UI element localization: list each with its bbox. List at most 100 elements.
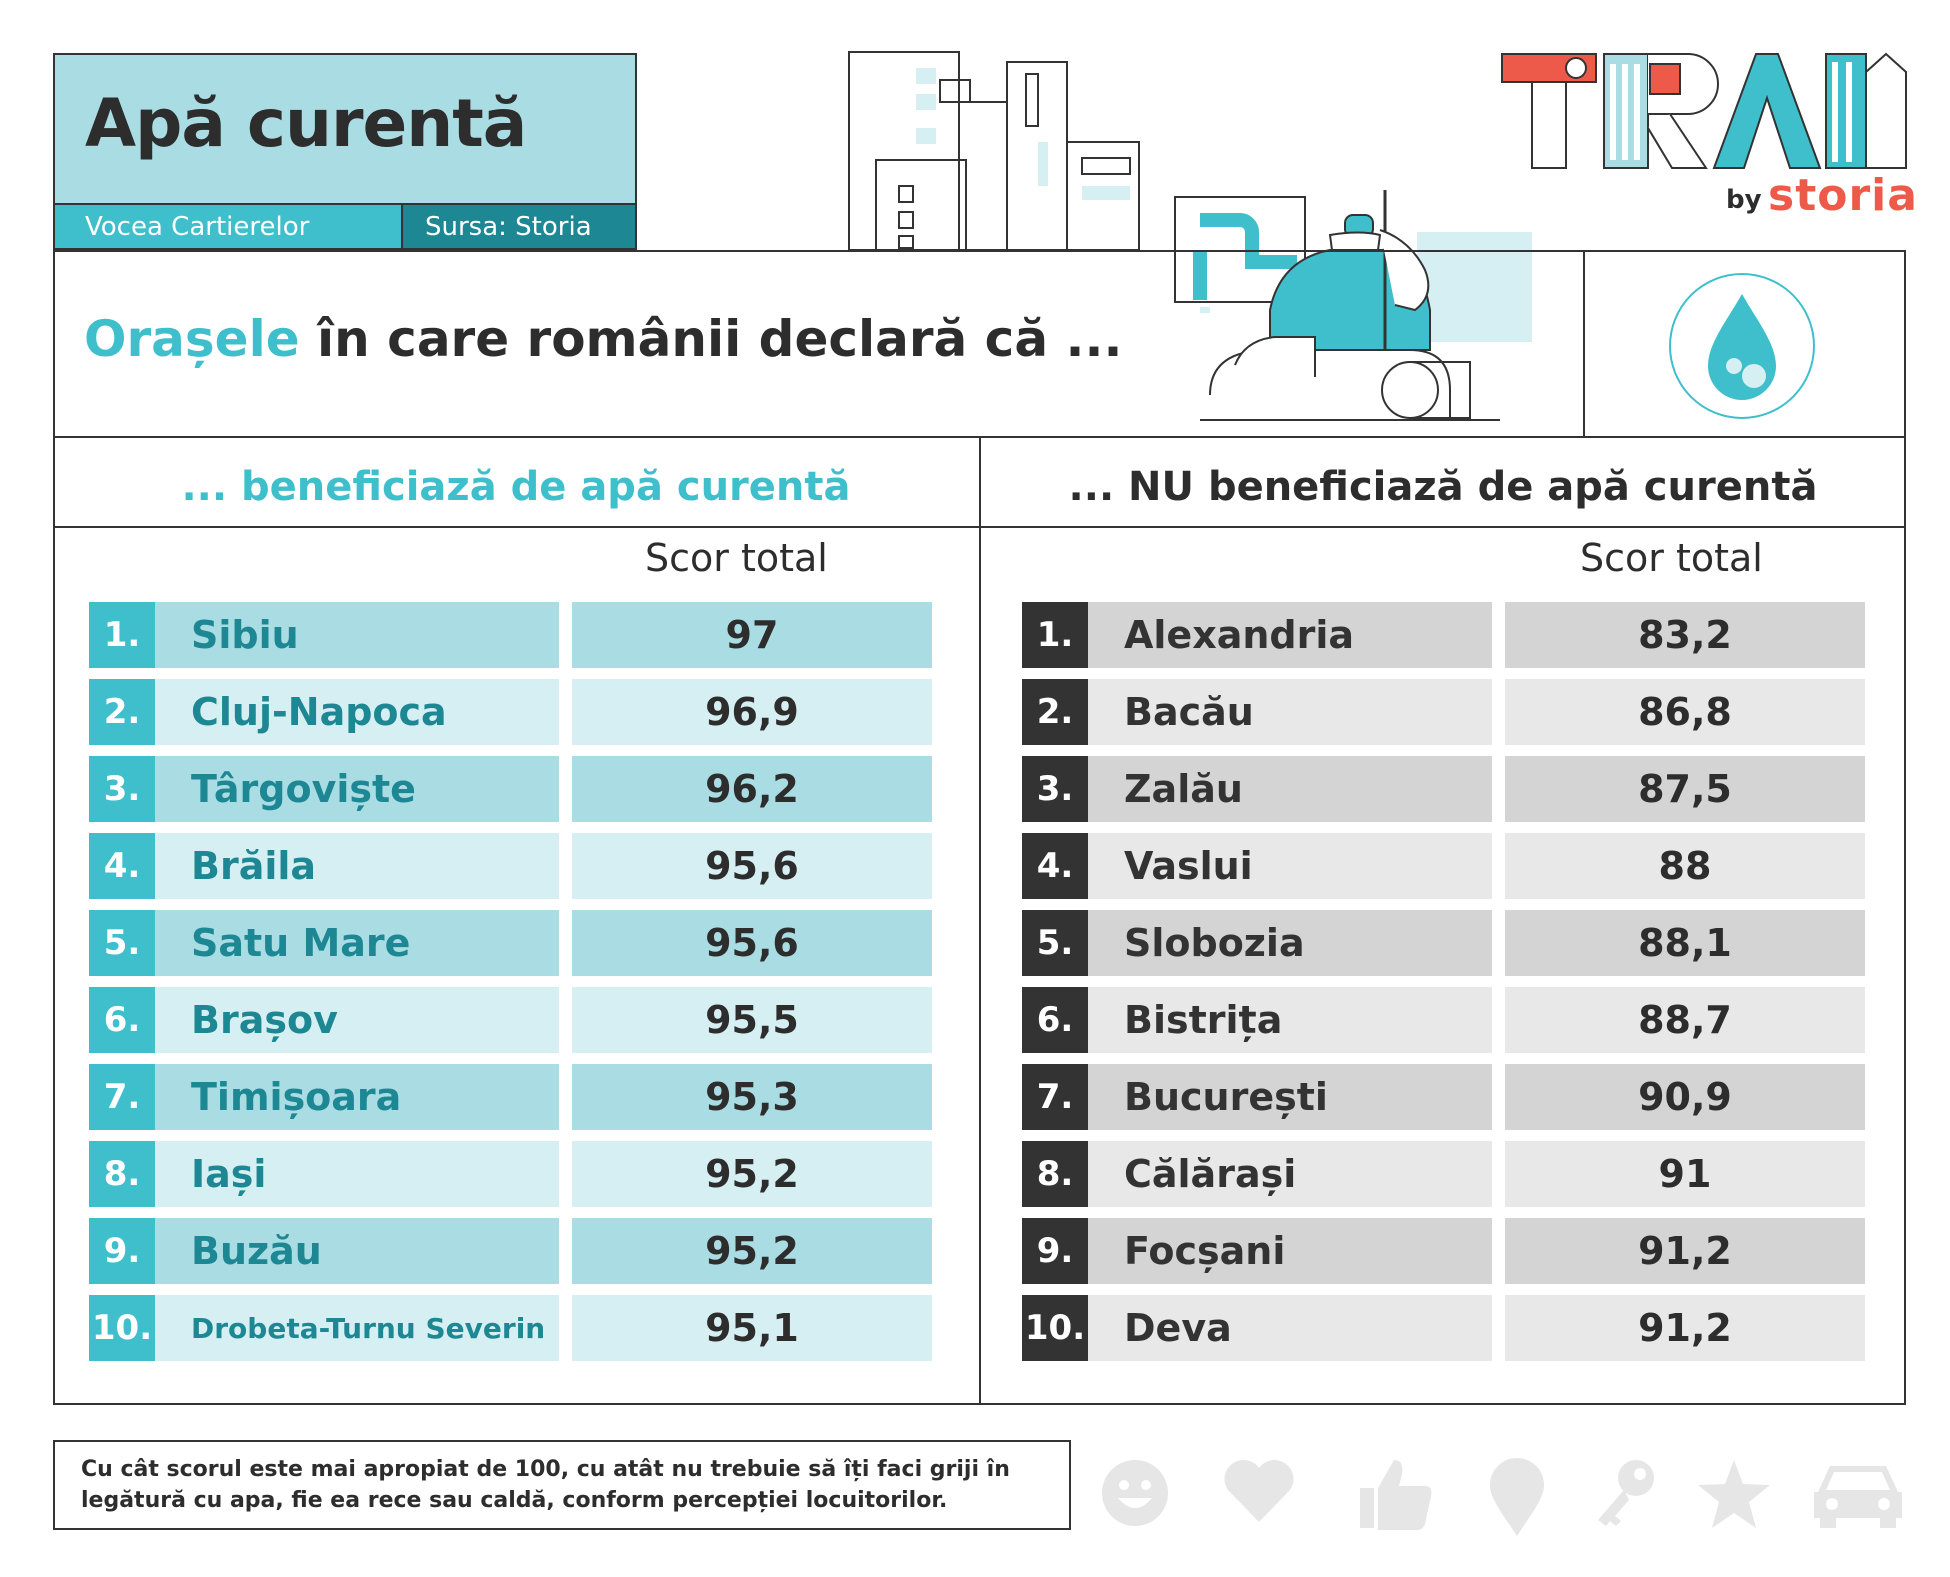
- score-value: 83,2: [1505, 602, 1865, 668]
- table-row: 7. Timișoara: [89, 1064, 559, 1130]
- score-value: 86,8: [1505, 679, 1865, 745]
- score-value: 88: [1505, 833, 1865, 899]
- score-value: 88,7: [1505, 987, 1865, 1053]
- score-value: 95,2: [572, 1141, 932, 1207]
- score-value: 97: [572, 602, 932, 668]
- score-value: 91: [1505, 1141, 1865, 1207]
- right-score-label: Scor total: [1580, 536, 1763, 580]
- water-drop-icon: [1669, 273, 1815, 419]
- location-pin-icon: [1490, 1458, 1544, 1536]
- left-column-title: ... beneficiază de apă curentă: [181, 464, 851, 510]
- city-name: Cluj-Napoca: [155, 679, 559, 745]
- rank: 10.: [1022, 1295, 1088, 1361]
- buildings-illustration: [848, 51, 1140, 251]
- score-value: 95,3: [572, 1064, 932, 1130]
- frame-line: [1583, 250, 1585, 438]
- score-value: 96,9: [572, 679, 932, 745]
- table-row: 1. Sibiu: [89, 602, 559, 668]
- rank: 9.: [89, 1218, 155, 1284]
- rank: 6.: [1022, 987, 1088, 1053]
- city-name: București: [1088, 1064, 1492, 1130]
- rank: 7.: [89, 1064, 155, 1130]
- table-row: 4. Brăila: [89, 833, 559, 899]
- city-name: Drobeta-Turnu Severin: [155, 1295, 559, 1361]
- table-row: 8. Iași: [89, 1141, 559, 1207]
- rank: 5.: [1022, 910, 1088, 976]
- city-name: Buzău: [155, 1218, 559, 1284]
- city-name: Bistrița: [1088, 987, 1492, 1053]
- thumbs-up-icon: [1360, 1460, 1432, 1530]
- table-row: 10. Drobeta-Turnu Severin: [89, 1295, 559, 1361]
- table-row: 2. Bacău: [1022, 679, 1492, 745]
- rank: 3.: [89, 756, 155, 822]
- city-name: Sibiu: [155, 602, 559, 668]
- city-name: Zalău: [1088, 756, 1492, 822]
- city-name: Călărași: [1088, 1141, 1492, 1207]
- rank: 5.: [89, 910, 155, 976]
- tag-vocea-cartierelor: Vocea Cartierelor: [55, 205, 401, 248]
- city-name: Timișoara: [155, 1064, 559, 1130]
- score-value: 88,1: [1505, 910, 1865, 976]
- city-name: Târgoviște: [155, 756, 559, 822]
- score-value: 95,6: [572, 833, 932, 899]
- smiley-icon: [1102, 1460, 1168, 1526]
- table-row: 3. Zalău: [1022, 756, 1492, 822]
- table-row: 6. Brașov: [89, 987, 559, 1053]
- key-icon: [1598, 1460, 1654, 1526]
- left-score-label: Scor total: [645, 536, 828, 580]
- city-name: Alexandria: [1088, 602, 1492, 668]
- table-row: 3. Târgoviște: [89, 756, 559, 822]
- score-value: 95,2: [572, 1218, 932, 1284]
- score-value: 95,5: [572, 987, 932, 1053]
- city-name: Focșani: [1088, 1218, 1492, 1284]
- city-name: Vaslui: [1088, 833, 1492, 899]
- rank: 10.: [89, 1295, 155, 1361]
- car-icon: [1814, 1466, 1902, 1528]
- rank: 9.: [1022, 1218, 1088, 1284]
- rank: 8.: [89, 1141, 155, 1207]
- city-name: Satu Mare: [155, 910, 559, 976]
- city-name: Deva: [1088, 1295, 1492, 1361]
- score-value: 91,2: [1505, 1295, 1865, 1361]
- frame-line: [53, 250, 1906, 252]
- star-icon: [1698, 1460, 1770, 1528]
- plumber-illustration: [1174, 190, 1532, 421]
- table-row: 2. Cluj-Napoca: [89, 679, 559, 745]
- right-column-title: ... NU beneficiază de apă curentă: [1068, 464, 1818, 510]
- footnote: Cu cât scorul este mai apropiat de 100, …: [53, 1440, 1071, 1530]
- score-value: 95,1: [572, 1295, 932, 1361]
- rank: 1.: [89, 602, 155, 668]
- score-value: 91,2: [1505, 1218, 1865, 1284]
- frame-line: [979, 436, 981, 1405]
- city-name: Brăila: [155, 833, 559, 899]
- rank: 2.: [1022, 679, 1088, 745]
- rank: 2.: [89, 679, 155, 745]
- table-row: 8. Călărași: [1022, 1141, 1492, 1207]
- table-row: 5. Satu Mare: [89, 910, 559, 976]
- frame-line: [53, 250, 55, 1405]
- table-row: 7. București: [1022, 1064, 1492, 1130]
- rank: 4.: [1022, 833, 1088, 899]
- table-row: 4. Vaslui: [1022, 833, 1492, 899]
- table-row: 9. Buzău: [89, 1218, 559, 1284]
- table-row: 10. Deva: [1022, 1295, 1492, 1361]
- rank: 7.: [1022, 1064, 1088, 1130]
- page-title: Apă curentă: [85, 85, 527, 162]
- score-value: 90,9: [1505, 1064, 1865, 1130]
- headline-highlight: Orașele: [84, 310, 300, 368]
- rank: 3.: [1022, 756, 1088, 822]
- frame-line: [53, 1403, 1906, 1405]
- score-value: 96,2: [572, 756, 932, 822]
- table-row: 9. Focșani: [1022, 1218, 1492, 1284]
- rank: 6.: [89, 987, 155, 1053]
- trai-logo: [1501, 52, 1907, 169]
- city-name: Bacău: [1088, 679, 1492, 745]
- table-row: 5. Slobozia: [1022, 910, 1492, 976]
- table-row: 6. Bistrița: [1022, 987, 1492, 1053]
- city-name: Slobozia: [1088, 910, 1492, 976]
- subtitle-bar: Vocea Cartierelor Sursa: Storia: [53, 205, 637, 250]
- score-value: 87,5: [1505, 756, 1865, 822]
- title-box: Apă curentă: [53, 53, 637, 205]
- headline: Orașele în care românii declară că ...: [84, 310, 1122, 368]
- city-name: Brașov: [155, 987, 559, 1053]
